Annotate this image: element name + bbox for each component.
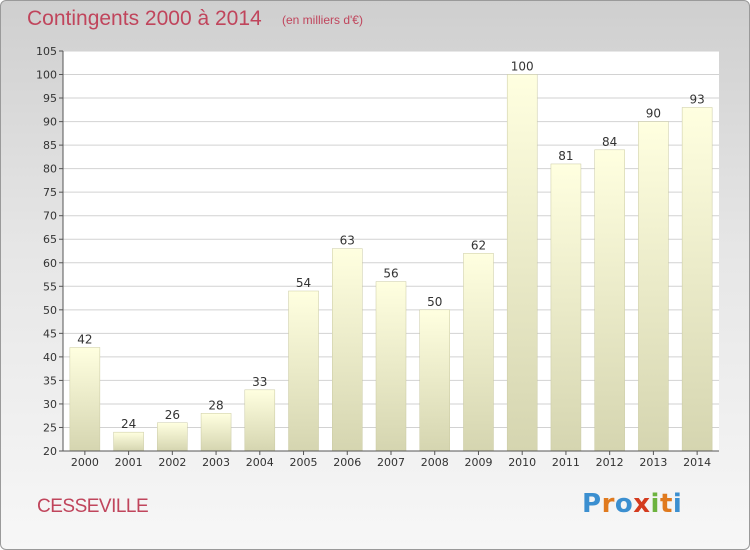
value-label: 24 — [121, 417, 136, 431]
value-labels: 42 24 26 28 33 54 63 56 50 62 100 81 84 90 93 — [77, 60, 705, 432]
y-tick-label: 50 — [43, 304, 57, 317]
proxiti-logo[interactable]: Proxiti — [582, 489, 682, 519]
logo-letter: x — [633, 489, 651, 519]
x-tick-label: 2014 — [683, 456, 711, 469]
value-label: 28 — [208, 398, 223, 412]
y-tick-label: 45 — [43, 327, 57, 340]
x-tick-label: 2006 — [333, 456, 361, 469]
x-tick-label: 2010 — [508, 456, 536, 469]
value-label: 33 — [252, 375, 267, 389]
y-tick-label: 100 — [36, 69, 57, 82]
y-tick-labels: 20 25 30 35 40 45 50 55 60 65 70 75 80 85 90 95 100 105 — [36, 45, 57, 458]
chart-subtitle: (en milliers d'€) — [282, 13, 363, 27]
y-tick-label: 55 — [43, 280, 57, 293]
bar — [157, 422, 188, 452]
value-label: 90 — [646, 107, 661, 121]
axes — [62, 51, 719, 452]
logo-letter: o — [614, 489, 634, 519]
y-tick-label: 75 — [43, 186, 57, 199]
chart-title: Contingents 2000 à 2014 — [27, 7, 262, 30]
y-tick-label: 80 — [43, 163, 57, 176]
logo-letter: i — [650, 489, 660, 519]
y-tick-label: 20 — [43, 445, 57, 458]
bar — [594, 149, 625, 452]
bars — [69, 74, 713, 452]
bar — [332, 248, 363, 452]
x-tick-label: 2002 — [158, 456, 186, 469]
value-label: 56 — [383, 267, 398, 281]
x-tick-label: 2008 — [421, 456, 449, 469]
value-label: 63 — [340, 234, 355, 248]
x-tick-label: 2012 — [596, 456, 624, 469]
x-tick-label: 2003 — [202, 456, 230, 469]
bar — [638, 121, 669, 452]
bar — [200, 413, 232, 452]
value-label: 54 — [296, 276, 311, 290]
y-tick-label: 65 — [43, 233, 57, 246]
y-tick-label: 25 — [43, 421, 57, 434]
bar — [506, 74, 538, 452]
bar — [681, 107, 713, 452]
bar — [463, 253, 494, 452]
y-tick-label: 60 — [43, 257, 57, 270]
value-label: 50 — [427, 295, 442, 309]
place-name: CESSEVILLE — [37, 496, 149, 517]
logo-letter: P — [582, 489, 602, 519]
x-tick-label: 2004 — [246, 456, 274, 469]
bar — [69, 347, 101, 452]
y-tick-label: 30 — [43, 398, 57, 411]
x-tick-label: 2013 — [639, 456, 667, 469]
value-label: 100 — [511, 60, 534, 74]
value-label: 93 — [689, 92, 704, 106]
value-label: 81 — [558, 149, 573, 163]
y-tick-label: 40 — [43, 351, 57, 364]
bar — [288, 290, 319, 452]
x-tick-label: 2000 — [71, 456, 99, 469]
x-tick-label: 2011 — [552, 456, 580, 469]
y-tick-label: 95 — [43, 92, 57, 105]
x-tick-label: 2001 — [115, 456, 143, 469]
x-tick-label: 2005 — [290, 456, 318, 469]
value-label: 84 — [602, 135, 617, 149]
bar — [375, 281, 407, 452]
bar — [113, 431, 144, 452]
value-label: 42 — [77, 332, 92, 346]
logo-letter: t — [659, 489, 673, 519]
logo-letter: r — [601, 489, 615, 519]
value-label: 62 — [471, 238, 486, 252]
bar — [244, 389, 276, 452]
y-tick-label: 70 — [43, 210, 57, 223]
y-tick-label: 35 — [43, 374, 57, 387]
x-tick-labels: 2000 2001 2002 2003 2004 2005 2006 2007 2008 2009… — [71, 456, 711, 469]
value-label: 26 — [165, 408, 180, 422]
x-tick-label: 2007 — [377, 456, 405, 469]
x-tick-label: 2009 — [464, 456, 492, 469]
bar — [550, 163, 582, 452]
y-tick-label: 85 — [43, 139, 57, 152]
bar — [419, 309, 450, 452]
logo-letter: i — [672, 489, 683, 519]
y-tick-label: 90 — [43, 116, 57, 129]
y-tick-label: 105 — [36, 45, 57, 58]
